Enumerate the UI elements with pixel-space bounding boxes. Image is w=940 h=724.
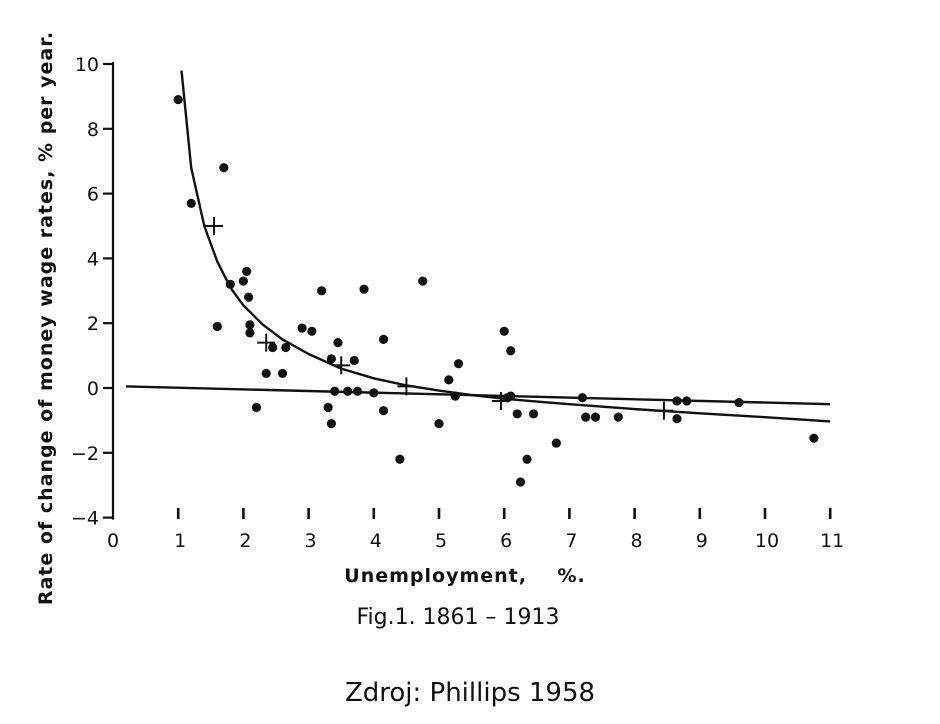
y-tick-label-2: 0 (87, 378, 99, 400)
data-point-15 (297, 323, 307, 333)
x-tick-label-7: 7 (565, 530, 577, 552)
data-point-9 (245, 328, 255, 338)
data-point-29 (378, 406, 389, 416)
y-tick-label-7: 10 (75, 54, 99, 76)
data-point-7 (244, 292, 254, 302)
source-note: Zdroj: Phillips 1958 (344, 678, 596, 708)
data-point-17 (317, 286, 327, 296)
data-point-43 (528, 409, 539, 419)
data-point-12 (268, 342, 278, 353)
data-point-23 (343, 386, 353, 396)
data-point-45 (577, 393, 588, 403)
x-tick-label-3: 3 (305, 530, 317, 552)
data-point-51 (682, 396, 692, 406)
curves (125, 70, 831, 423)
data-point-34 (450, 391, 460, 401)
data-point-49 (672, 414, 682, 424)
data-point-44 (551, 438, 561, 448)
data-point-35 (453, 359, 464, 369)
data-point-0 (173, 95, 183, 105)
cross-point-3 (397, 377, 416, 396)
data-point-41 (515, 477, 526, 487)
data-point-25 (352, 386, 363, 396)
y-tick-label-0: −4 (71, 508, 99, 530)
x-tick-label-6: 6 (500, 530, 512, 552)
cross-point-2 (332, 356, 351, 375)
y-tick-label-4: 4 (87, 248, 99, 270)
y-tick-label-1: −2 (71, 443, 99, 465)
data-point-14 (281, 342, 291, 353)
cross-point-4 (491, 391, 510, 410)
data-point-52 (734, 397, 744, 408)
data-point-20 (326, 419, 337, 429)
data-point-13 (277, 368, 288, 379)
data-point-11 (261, 368, 271, 379)
data-point-21 (330, 386, 340, 396)
data-point-38 (506, 346, 516, 356)
data-point-16 (307, 326, 317, 336)
data-point-50 (672, 396, 682, 406)
y-tick-label-6: 8 (87, 119, 99, 141)
data-point-1 (186, 198, 196, 208)
data-point-46 (581, 412, 591, 422)
x-tick-label-5: 5 (435, 530, 447, 552)
x-tick-label-9: 9 (696, 530, 708, 552)
data-point-2 (212, 321, 222, 332)
data-point-10 (251, 402, 262, 413)
data-point-39 (506, 391, 516, 401)
y-axis-title: Rate of change of money wage rates, % pe… (35, 31, 57, 605)
cross-point-5 (654, 401, 673, 420)
x-tick-label-0: 0 (107, 530, 119, 552)
axes (103, 62, 832, 520)
x-tick-label-4: 4 (370, 530, 382, 552)
data-markers (173, 95, 819, 487)
x-tick-label-8: 8 (631, 530, 643, 552)
data-point-22 (333, 338, 343, 348)
x-axis-title: Unemployment, %. (344, 565, 585, 587)
data-point-6 (242, 266, 252, 276)
data-point-4 (225, 279, 235, 289)
data-point-31 (418, 276, 428, 286)
data-point-48 (613, 412, 623, 422)
data-point-8 (245, 320, 255, 330)
data-point-26 (359, 284, 369, 294)
data-point-18 (323, 402, 333, 413)
data-point-28 (378, 334, 389, 344)
y-tick-label-3: 2 (87, 313, 99, 335)
data-point-47 (590, 412, 601, 422)
data-point-33 (444, 375, 454, 385)
data-point-27 (369, 388, 379, 398)
x-tick-label-11: 11 (820, 530, 844, 552)
cross-point-1 (257, 333, 276, 352)
figure-caption: Fig.1. 1861 – 1913 (356, 605, 559, 630)
data-point-53 (809, 433, 819, 443)
phillips-curve (180, 70, 831, 423)
x-tick-label-2: 2 (239, 530, 251, 552)
data-point-30 (395, 454, 405, 464)
regression-line (125, 385, 831, 406)
cross-point-0 (205, 217, 224, 235)
labels: −4 −2 0 2 4 6 8 10 0 1 2 3 4 5 6 7 8 9 10 11 (71, 54, 844, 552)
data-point-40 (512, 409, 522, 419)
data-point-32 (434, 419, 444, 429)
data-point-24 (349, 355, 359, 366)
x-tick-label-10: 10 (755, 530, 779, 552)
x-tick-label-1: 1 (174, 530, 186, 552)
data-point-5 (238, 276, 248, 286)
data-point-19 (326, 354, 337, 364)
data-point-36 (499, 326, 509, 336)
data-point-3 (219, 163, 229, 173)
data-point-42 (522, 454, 532, 464)
y-tick-label-5: 6 (87, 184, 99, 206)
